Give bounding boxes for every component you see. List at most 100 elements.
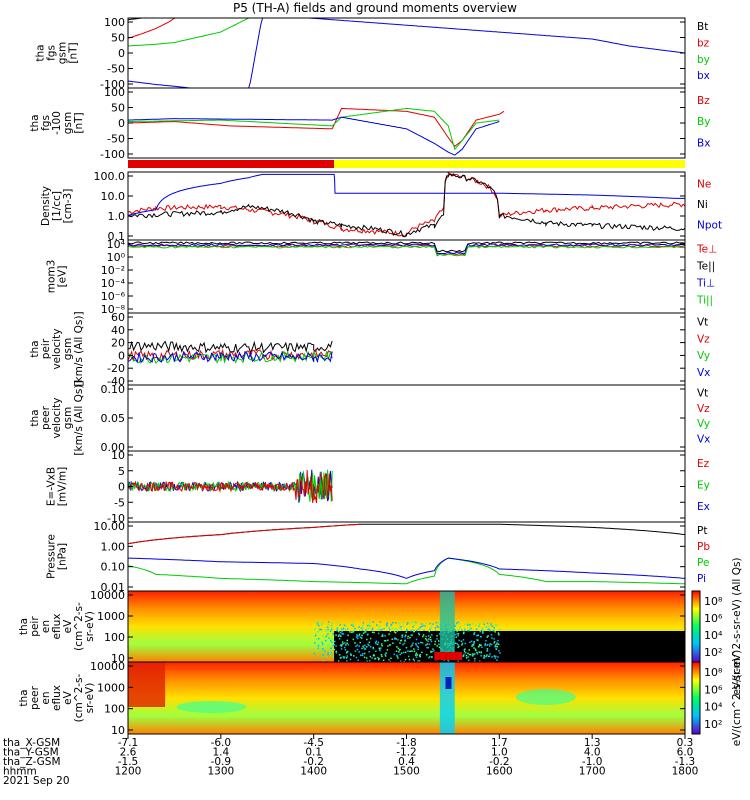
peir-speckle — [429, 656, 431, 658]
peer-spec-colorbar-label: eV/(cm^2-s-sr-eV) — [731, 650, 743, 746]
peir-vel-ytick-label: 40 — [111, 324, 125, 337]
peir-speckle — [480, 644, 482, 647]
peir-speckle — [335, 634, 337, 636]
fgs-ctr-ylabel-line: -100 — [51, 111, 63, 135]
peir-speckle — [356, 634, 358, 636]
peir-speckle — [333, 643, 336, 646]
peir-speckle — [320, 655, 323, 658]
peir-speckle — [429, 627, 432, 629]
ephemeris-value: 1.7 — [491, 737, 508, 749]
peir-speckle — [347, 634, 349, 637]
peir-speckle — [438, 621, 440, 624]
peir-speckle — [379, 621, 382, 623]
peir-speckle — [468, 624, 471, 627]
peir-speckle — [382, 659, 385, 662]
peir-speckle — [356, 648, 359, 651]
peir-speckle — [473, 647, 475, 649]
peir-speckle — [375, 650, 377, 653]
temp-ylabel-line: [eV] — [57, 266, 69, 288]
fgs-ctr-ytick-label: -50 — [107, 133, 125, 146]
peir-speckle — [402, 643, 404, 646]
peer-crossing-core — [445, 677, 452, 689]
peir-speckle — [388, 628, 391, 631]
peir-speckle — [480, 655, 482, 657]
peir-speckle — [351, 631, 353, 633]
peir-spec-colorbar: 10⁸ 10⁶ 10⁴ 10² eV/(cm^2-s-sr-eV) (All Qs) — [691, 557, 743, 696]
peir-spec-colorbar-tick: 10⁴ — [704, 629, 723, 642]
fgs-legend-by: by — [697, 54, 710, 66]
peir-speckle — [455, 622, 458, 624]
peir-speckle — [368, 641, 371, 644]
peir-speckle — [361, 652, 364, 655]
peir-speckle — [316, 660, 319, 662]
peir-speckle — [320, 629, 323, 631]
peir-speckle — [372, 646, 374, 649]
pressure-ytick-label: 1.00 — [101, 540, 126, 553]
peir-speckle — [384, 655, 387, 657]
peir-speckle — [402, 621, 404, 623]
peir-speckle — [475, 649, 477, 652]
peir-speckle — [328, 637, 330, 640]
peir-speckle — [329, 651, 331, 654]
temp-ytick-label: 10⁻⁶ — [101, 290, 126, 303]
peir-speckle — [464, 652, 467, 654]
peir-speckle — [358, 634, 360, 637]
peir-speckle — [478, 651, 481, 653]
peir-speckle — [365, 657, 368, 659]
peir-speckle — [429, 628, 431, 631]
peir-spec-ylabel-line: peir — [29, 616, 41, 637]
density-series-Npot — [127, 173, 685, 216]
peir-speckle — [488, 655, 491, 657]
ephemeris-value: 2.6 — [120, 747, 137, 759]
peir-speckle — [457, 643, 459, 646]
peir-speckle — [316, 631, 319, 633]
ephemeris-value: 1800 — [672, 766, 699, 778]
peir-speckle — [434, 629, 437, 632]
peir-speckle — [381, 655, 383, 658]
ephemeris-value: -1.2 — [396, 747, 417, 759]
peir-speckle — [417, 646, 420, 649]
peir-speckle — [463, 629, 466, 632]
peir-speckle — [496, 645, 499, 648]
peir-speckle — [429, 636, 432, 638]
peir-speckle — [332, 656, 334, 658]
ephemeris-value: -6.0 — [211, 737, 232, 749]
temp-legend-Ti⊥: Ti⊥ — [696, 278, 715, 290]
peir-speckle — [426, 639, 428, 641]
peir-speckle — [486, 636, 488, 638]
fgs-ytick-label: 0 — [118, 47, 125, 60]
peir-speckle — [471, 643, 474, 646]
peir-speckle — [391, 627, 394, 630]
peir-vel-ylabel-line: tha — [29, 340, 41, 357]
peir-speckle — [339, 631, 342, 634]
peir-speckle — [431, 656, 433, 658]
peir-speckle — [328, 636, 331, 639]
ephemeris-value: -1.5 — [118, 756, 139, 768]
pressure-legend-Pe: Pe — [697, 557, 709, 569]
peer-vel-ylabel-line: tha — [29, 409, 41, 426]
fgs-ylabel-line: tha — [35, 44, 47, 61]
peir-crossing-low — [434, 652, 463, 660]
peir-speckle — [432, 623, 434, 625]
peir-speckle — [335, 651, 338, 654]
peir-speckle — [346, 639, 349, 642]
peir-speckle — [332, 645, 334, 647]
peir-speckle — [498, 650, 500, 652]
peir-speckle — [391, 638, 393, 640]
fgs-legend-Bt: Bt — [697, 21, 708, 33]
peir-speckle — [462, 639, 465, 641]
peir-speckle — [455, 636, 457, 639]
peir-speckle — [493, 641, 496, 643]
peer-spec-heatmap-bg — [128, 662, 685, 734]
peir-speckle — [377, 641, 380, 644]
peir-speckle — [487, 644, 489, 646]
peir-speckle — [474, 624, 477, 627]
peir-speckle — [416, 654, 419, 656]
fgs-ylabel-line: [nT] — [68, 42, 80, 63]
peir-spec-ylabel-line: eflux — [51, 614, 63, 640]
peer-blob — [176, 701, 247, 713]
peir-speckle — [392, 642, 394, 644]
peir-speckle — [366, 634, 369, 636]
peir-speckle — [362, 632, 365, 634]
peir-speckle — [399, 648, 401, 651]
